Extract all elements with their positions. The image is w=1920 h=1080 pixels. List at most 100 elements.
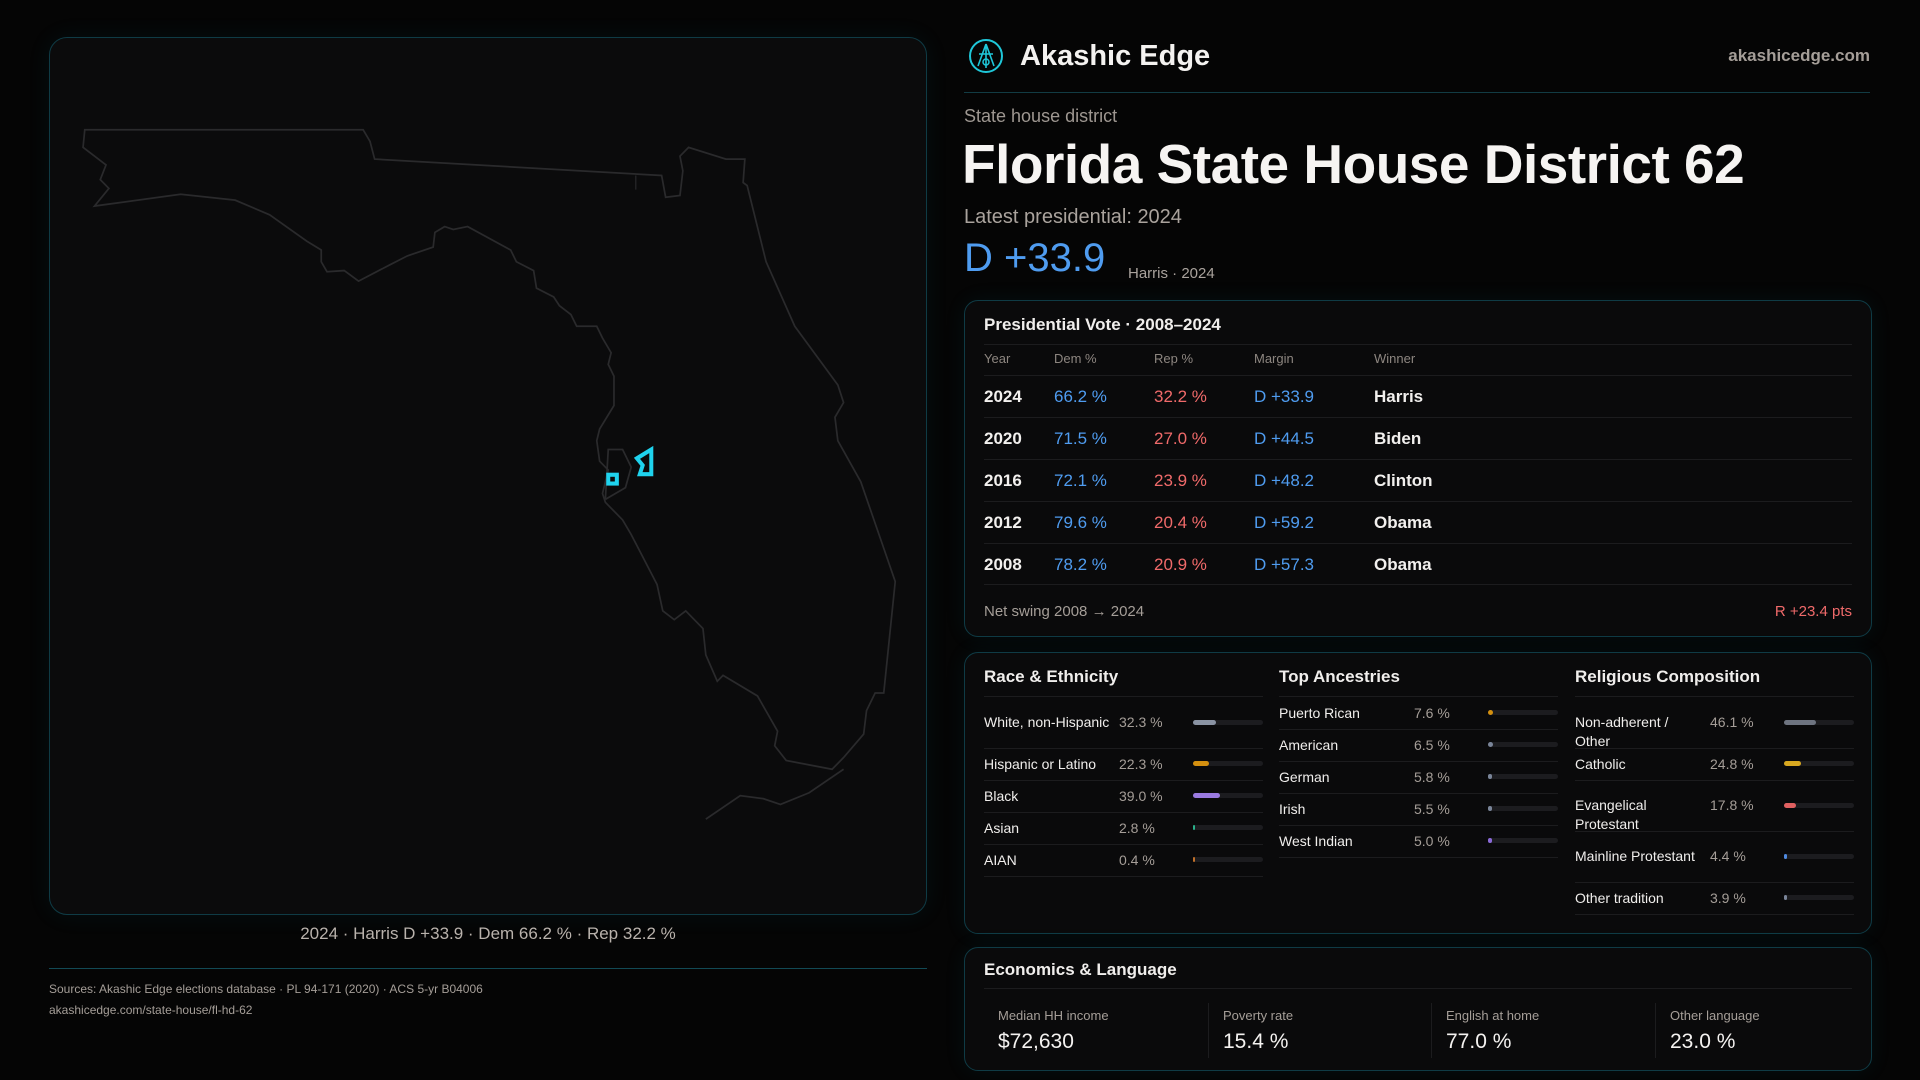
table-row[interactable]: 2008 78.2 % 20.9 % D +57.3 Obama — [984, 543, 1852, 585]
card-title: Economics & Language — [984, 960, 1177, 979]
share-bar-fill — [1193, 825, 1196, 830]
stat-english-at-home: English at home 77.0 % — [1431, 1003, 1655, 1058]
divider — [1575, 696, 1854, 697]
share-bar-fill — [1488, 742, 1493, 747]
share-bar-fill — [1193, 719, 1216, 725]
row-label: Hispanic or Latino — [984, 755, 1097, 772]
cell-winner: Obama — [1374, 555, 1432, 574]
row-label: White, non-Hispanic — [984, 714, 1110, 730]
table-row[interactable]: 2012 79.6 % 20.4 % D +59.2 Obama — [984, 501, 1852, 543]
demographic-row: Hispanic or Latino 22.3 % — [984, 748, 1263, 781]
cell-dem: 78.2 % — [1054, 555, 1107, 574]
share-bar — [1193, 719, 1263, 725]
row-value: 17.8 % — [1710, 797, 1754, 813]
divider — [984, 696, 1263, 697]
latest-margin-sub: Harris · 2024 — [1128, 265, 1215, 282]
row-value: 32.3 % — [1119, 714, 1163, 730]
page-title: Florida State House District 62 — [962, 133, 1745, 195]
demographic-row: AIAN 0.4 % — [984, 844, 1263, 877]
share-bar — [1784, 895, 1854, 900]
stat-value: 77.0 % — [1446, 1030, 1512, 1053]
share-bar — [1488, 838, 1558, 843]
share-bar — [1193, 857, 1263, 862]
row-value: 5.5 % — [1414, 800, 1450, 817]
presidential-vote-card: Presidential Vote · 2008–2024 Year Dem %… — [964, 300, 1872, 637]
share-bar — [1488, 774, 1558, 779]
cell-margin: D +57.3 — [1254, 555, 1315, 574]
demographic-row: Evangelical Protestant 17.8 % — [1575, 780, 1854, 832]
section-title: Religious Composition — [1575, 667, 1761, 686]
share-bar — [1784, 802, 1854, 808]
cell-margin: D +48.2 — [1254, 471, 1315, 490]
cell-rep: 32.2 % — [1154, 387, 1207, 406]
cell-dem: 66.2 % — [1054, 387, 1107, 406]
share-bar-fill — [1488, 774, 1493, 779]
demographics-card: Race & Ethnicity White, non-Hispanic 32.3 … — [964, 652, 1872, 934]
stat-poverty-rate: Poverty rate 15.4 % — [1208, 1003, 1432, 1058]
site-link[interactable]: akashicedge.com — [1728, 46, 1870, 65]
table-row[interactable]: 2016 72.1 % 23.9 % D +48.2 Clinton — [984, 459, 1852, 501]
demographic-row: German 5.8 % — [1279, 761, 1558, 794]
row-label: Catholic — [1575, 755, 1626, 772]
akashic-emblem-icon — [969, 39, 1003, 73]
brand[interactable]: Akashic Edge — [968, 38, 1210, 74]
row-label: AIAN — [984, 851, 1017, 868]
cell-dem: 72.1 % — [1054, 471, 1107, 490]
share-bar-fill — [1784, 895, 1787, 900]
share-bar — [1193, 761, 1263, 766]
share-bar-fill — [1488, 806, 1492, 811]
stat-label: English at home — [1446, 1008, 1540, 1023]
stat-other-language: Other language 23.0 % — [1655, 1003, 1879, 1058]
row-label: German — [1279, 768, 1330, 785]
row-value: 3.9 % — [1710, 889, 1746, 906]
florida-map[interactable] — [40, 30, 940, 950]
cell-winner: Clinton — [1374, 471, 1433, 490]
share-bar — [1488, 806, 1558, 811]
row-label: Puerto Rican — [1279, 704, 1360, 721]
cell-rep: 20.4 % — [1154, 513, 1207, 532]
row-value: 6.5 % — [1414, 736, 1450, 753]
row-value: 5.0 % — [1414, 832, 1450, 849]
demographic-row: Black 39.0 % — [984, 780, 1263, 813]
latest-presidential: Latest presidential: 2024 — [964, 206, 1182, 228]
demographic-row: Puerto Rican 7.6 % — [1279, 697, 1558, 730]
row-value: 24.8 % — [1710, 755, 1754, 772]
share-bar-fill — [1784, 761, 1802, 766]
row-value: 39.0 % — [1119, 787, 1163, 804]
source-url-link[interactable]: akashicedge.com/state-house/fl-hd-62 — [49, 1003, 253, 1017]
cell-year: 2020 — [984, 429, 1022, 448]
row-value: 4.4 % — [1710, 848, 1746, 864]
map-caption: 2024 · Harris D +33.9 · Dem 66.2 % · Rep… — [300, 924, 676, 943]
cell-margin: D +33.9 — [1254, 387, 1315, 406]
share-bar-fill — [1488, 838, 1492, 843]
divider — [984, 344, 1852, 345]
stat-value: 15.4 % — [1223, 1030, 1289, 1053]
demographic-row: Mainline Protestant 4.4 % — [1575, 831, 1854, 883]
table-row[interactable]: 2020 71.5 % 27.0 % D +44.5 Biden — [984, 417, 1852, 459]
demographic-row: Irish 5.5 % — [1279, 793, 1558, 826]
row-label: Mainline Protestant — [1575, 848, 1695, 864]
share-bar — [1784, 761, 1854, 766]
stat-value: 23.0 % — [1670, 1030, 1736, 1053]
row-label: American — [1279, 736, 1339, 753]
share-bar-fill — [1193, 857, 1196, 862]
florida-keys-outline — [705, 768, 845, 820]
cell-winner: Obama — [1374, 513, 1432, 532]
section-title: Race & Ethnicity — [984, 667, 1119, 686]
header-divider — [964, 92, 1870, 93]
tampa-bay-outline — [604, 448, 633, 501]
divider — [984, 584, 1852, 585]
brand-name: Akashic Edge — [1020, 39, 1211, 72]
share-bar — [1784, 853, 1854, 859]
district-area-east[interactable] — [633, 445, 654, 477]
demographic-row: Catholic 24.8 % — [1575, 748, 1854, 781]
cell-winner: Harris — [1374, 387, 1424, 406]
district-area-west[interactable] — [606, 472, 619, 486]
cell-margin: D +44.5 — [1254, 429, 1315, 448]
column-header-dem: Dem % — [1054, 351, 1097, 366]
table-row[interactable]: 2024 66.2 % 32.2 % D +33.9 Harris — [984, 375, 1852, 417]
column-header-margin: Margin — [1254, 351, 1294, 366]
row-label: Irish — [1279, 800, 1306, 817]
demographic-row: Non-adherent / Other 46.1 % — [1575, 697, 1854, 749]
share-bar — [1488, 742, 1558, 747]
